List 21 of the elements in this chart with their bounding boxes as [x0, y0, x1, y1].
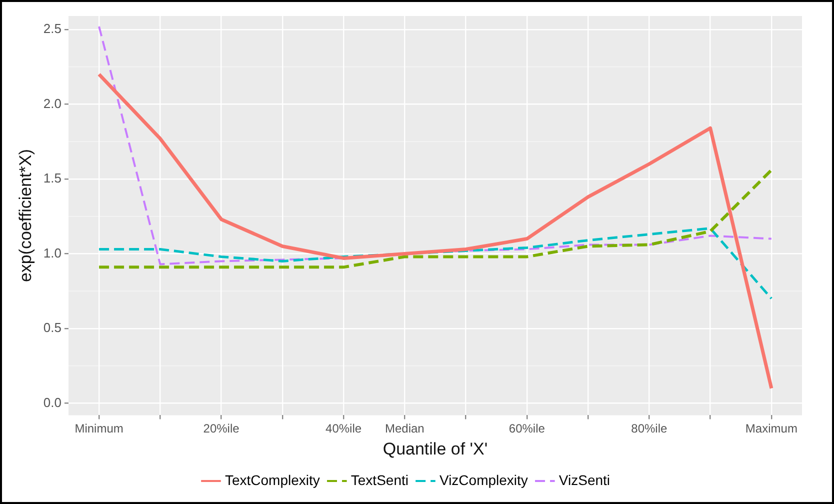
y-tick-label: 0.5	[43, 320, 62, 336]
x-tick-label: Median	[384, 422, 424, 436]
x-axis-title: Quantile of 'X'	[382, 439, 488, 458]
x-tick-label: 60%ile	[508, 422, 546, 436]
y-tick-label: 2.0	[43, 96, 62, 111]
x-tick-label: 40%ile	[326, 422, 362, 436]
y-axis-title: exp(coefficient*X)	[16, 149, 35, 282]
y-tick-label: 2.5	[43, 21, 62, 36]
x-tick-label: 80%ile	[631, 422, 668, 436]
x-tick-label: Minimum	[74, 422, 124, 436]
y-tick-label: 1.0	[43, 245, 62, 260]
legend-label: VizComplexity	[439, 472, 528, 488]
legend-label: TextSenti	[350, 472, 408, 488]
line-series	[98, 227, 773, 300]
line-series	[98, 168, 773, 269]
y-tick-label: 0.0	[43, 394, 62, 410]
x-tick-label: 20%ile	[203, 422, 240, 436]
y-tick-label: 1.5	[43, 170, 62, 186]
legend-label: TextComplexity	[224, 472, 320, 488]
legend-label: VizSenti	[558, 472, 610, 488]
x-tick-label: Maximum	[745, 422, 798, 436]
